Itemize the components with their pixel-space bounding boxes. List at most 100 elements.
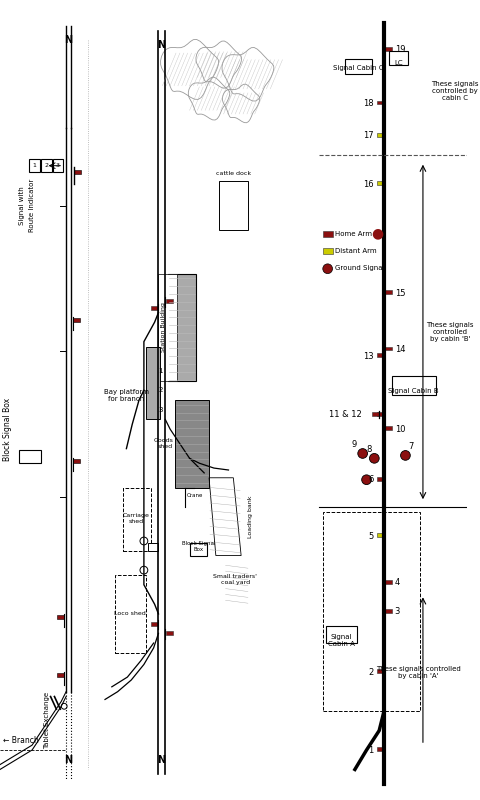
Text: Tablet Exchange: Tablet Exchange <box>44 692 50 750</box>
Bar <box>122 487 151 550</box>
Bar <box>20 450 41 463</box>
Bar <box>58 674 64 677</box>
Bar <box>345 58 372 74</box>
Bar <box>377 101 384 105</box>
Text: These signals
controlled
by cabin 'B': These signals controlled by cabin 'B' <box>426 322 474 342</box>
Text: 1: 1 <box>368 746 373 754</box>
Text: 6: 6 <box>368 475 373 484</box>
Text: 4: 4 <box>395 578 400 587</box>
Circle shape <box>358 449 368 458</box>
Text: Goods
shed: Goods shed <box>153 438 173 449</box>
Text: 8: 8 <box>366 445 372 454</box>
Bar <box>377 477 384 481</box>
Bar <box>166 631 173 635</box>
Text: LC: LC <box>394 60 403 66</box>
Circle shape <box>140 566 148 574</box>
Bar <box>377 354 384 358</box>
Text: 19: 19 <box>395 46 405 54</box>
Circle shape <box>61 703 67 709</box>
Bar <box>29 159 40 171</box>
Circle shape <box>401 450 410 460</box>
Bar <box>323 512 420 711</box>
Bar <box>377 133 384 137</box>
Text: cattle dock: cattle dock <box>216 171 251 176</box>
Text: Carriage
shed: Carriage shed <box>123 514 150 524</box>
Bar <box>385 346 392 350</box>
Text: 1: 1 <box>33 162 36 168</box>
Text: 3: 3 <box>395 607 400 617</box>
Text: 5: 5 <box>368 532 373 541</box>
Text: N: N <box>157 40 166 50</box>
Bar <box>377 534 384 537</box>
Bar <box>168 274 196 381</box>
Text: Loco shed: Loco shed <box>114 611 146 616</box>
Text: 2: 2 <box>368 668 373 677</box>
Text: Station Building: Station Building <box>161 302 166 352</box>
Bar <box>190 543 207 555</box>
Text: N: N <box>64 754 72 765</box>
Bar <box>115 575 146 653</box>
Text: These signals controlled
by cabin 'A': These signals controlled by cabin 'A' <box>376 666 460 678</box>
Circle shape <box>370 454 379 463</box>
Bar <box>385 290 392 294</box>
Text: 16: 16 <box>363 180 373 189</box>
Bar <box>158 274 177 381</box>
Text: Distant Arm: Distant Arm <box>336 248 377 254</box>
Bar <box>385 609 392 613</box>
Bar <box>151 306 157 310</box>
Text: These signals
controlled by
cabin C: These signals controlled by cabin C <box>431 81 479 101</box>
Bar <box>166 299 173 302</box>
Bar <box>52 159 63 171</box>
Text: 10: 10 <box>395 425 405 434</box>
Text: 9: 9 <box>351 440 357 450</box>
Text: Signal with: Signal with <box>20 186 25 225</box>
Bar <box>41 159 51 171</box>
Bar <box>385 47 392 51</box>
Text: Signal Cabin C: Signal Cabin C <box>334 65 384 70</box>
Text: Bay platform
for branch: Bay platform for branch <box>104 389 149 402</box>
Bar <box>326 626 357 643</box>
Bar <box>323 248 333 254</box>
Bar <box>377 412 384 415</box>
Text: 3: 3 <box>158 406 163 413</box>
Text: 7: 7 <box>408 442 414 451</box>
Text: 14: 14 <box>395 345 405 354</box>
Text: Loading bank: Loading bank <box>248 495 253 538</box>
Text: Crane: Crane <box>187 493 203 498</box>
Text: 17: 17 <box>363 131 373 140</box>
Bar <box>385 426 392 430</box>
Text: Block Signal
Box: Block Signal Box <box>181 541 215 552</box>
Text: 18: 18 <box>363 99 373 108</box>
Bar <box>372 412 379 415</box>
Text: 13: 13 <box>363 352 373 361</box>
Bar <box>146 346 160 419</box>
Bar <box>73 318 80 322</box>
Text: Route Indicator: Route Indicator <box>29 179 35 232</box>
Circle shape <box>323 264 333 274</box>
Bar <box>219 182 248 230</box>
Bar <box>377 670 384 674</box>
Bar <box>392 376 435 395</box>
Text: Home Arm: Home Arm <box>336 230 372 237</box>
Bar <box>377 182 384 185</box>
Text: 1: 1 <box>158 368 163 374</box>
Text: Signal Cabin B: Signal Cabin B <box>388 388 439 394</box>
Bar <box>148 543 157 550</box>
Bar <box>385 580 392 584</box>
Text: Small traders'
coal yard: Small traders' coal yard <box>213 574 257 586</box>
Text: N: N <box>64 35 72 46</box>
Bar <box>377 747 384 751</box>
Text: 3: 3 <box>56 162 60 168</box>
Bar <box>58 615 64 618</box>
Text: N: N <box>157 754 166 765</box>
Circle shape <box>362 475 372 485</box>
Text: ← Branch: ← Branch <box>3 736 39 745</box>
Bar <box>323 231 333 237</box>
Text: Signal
Cabin A: Signal Cabin A <box>328 634 355 647</box>
Text: 15: 15 <box>395 289 405 298</box>
Text: Block Signal Box: Block Signal Box <box>3 398 12 461</box>
Bar <box>175 400 209 487</box>
Circle shape <box>140 537 148 545</box>
Bar <box>389 51 408 65</box>
Text: 2: 2 <box>44 162 48 168</box>
